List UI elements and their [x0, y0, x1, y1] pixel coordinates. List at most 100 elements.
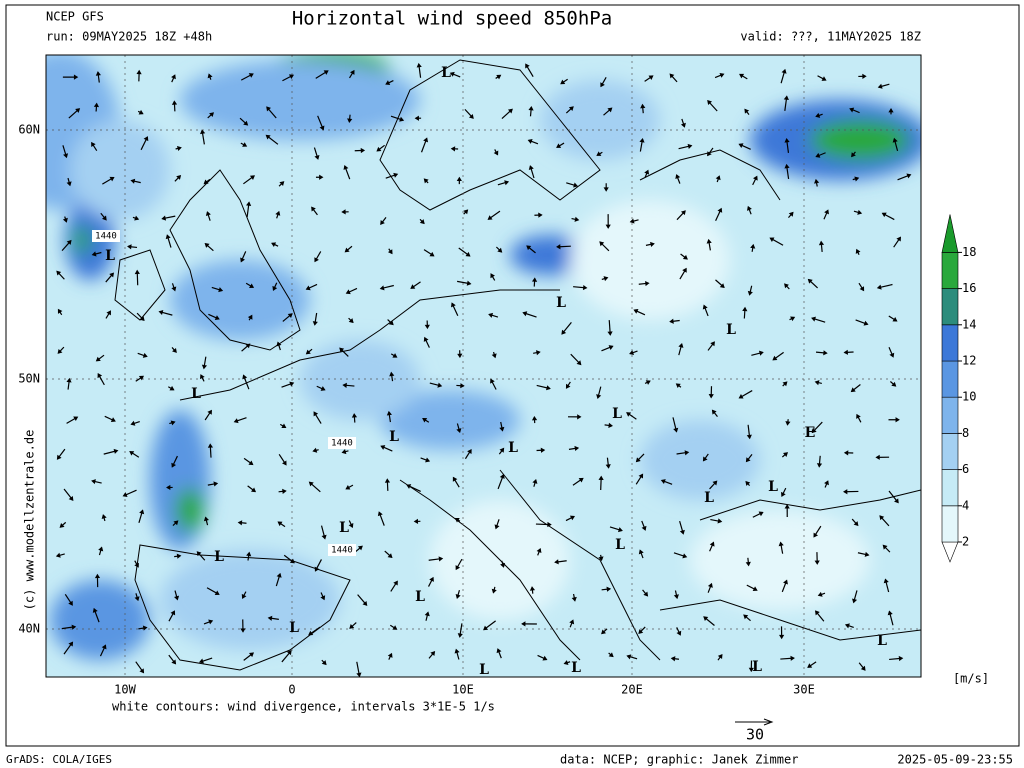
wind-arrow-head — [717, 518, 723, 524]
wind-arrow-head — [629, 218, 635, 224]
wind-arrow-head — [849, 107, 855, 113]
wind-arrow-head — [708, 394, 714, 399]
contour-label-box — [328, 544, 356, 556]
wind-arrow-head — [142, 352, 148, 358]
wind-arrow-head — [816, 463, 823, 468]
wind-arrow-head — [574, 445, 580, 452]
wind-arrow-head — [811, 316, 816, 322]
wind-arrow-head — [200, 129, 206, 135]
wind-arrow-head — [169, 385, 175, 391]
wind-arrow-head — [425, 457, 431, 463]
wind-arrow-head — [781, 68, 787, 74]
wind-arrow-head — [92, 607, 98, 613]
wind-arrow-head — [823, 350, 828, 356]
frame — [5, 4, 1020, 747]
wind-arrow-head — [311, 206, 316, 212]
wind-arrow-head — [171, 286, 177, 292]
wind-arrow-head — [707, 151, 712, 157]
wind-arrow-head — [821, 76, 827, 81]
wind-arrow-head — [645, 380, 651, 385]
wind-arrow-head — [709, 541, 715, 547]
wind-arrow-head — [456, 176, 462, 182]
wind-arrow-head — [601, 629, 607, 635]
credit: data: NCEP; graphic: Janek Zimmer — [560, 753, 798, 767]
wind-arrow-head — [271, 242, 277, 248]
wind-arrow-head — [702, 304, 708, 310]
pressure-label: L — [508, 440, 518, 456]
wind-arrow-head — [521, 621, 526, 627]
wind-arrow-head — [75, 108, 81, 113]
wind-arrow-head — [457, 353, 463, 359]
wind-arrow-head — [272, 285, 278, 291]
colorbar-swatch — [941, 288, 959, 326]
wind-arrow-head — [57, 348, 63, 354]
timestamp: 2025-05-09-23:55 — [897, 753, 1013, 767]
pressure-labels: L L L L L L L L L L L L L L L L L L L E 1440 1440 1440 — [92, 65, 887, 677]
wind-arrow-head — [281, 423, 287, 429]
wind-arrow-head — [356, 672, 362, 677]
wind-arrow-head — [267, 615, 273, 621]
wind-arrow-head — [171, 659, 177, 665]
scale-arrow-head — [763, 718, 774, 726]
wind-arrow-head — [752, 586, 758, 592]
wind-arrow-head — [818, 240, 825, 246]
lon-label: 10W — [114, 683, 136, 697]
wind-arrow-head — [172, 347, 177, 353]
wind-arrow-head — [94, 573, 101, 579]
wind-arrow-head — [305, 285, 311, 291]
wind-arrow-head — [854, 176, 860, 182]
wind-arrow-head — [862, 73, 867, 79]
colorbar-swatch — [941, 252, 959, 289]
software: GrADS: COLA/IGES — [6, 753, 112, 766]
pressure-label: L — [289, 620, 299, 636]
wind-arrow-head — [742, 306, 748, 312]
wind-arrow-head — [638, 549, 644, 555]
wind-arrow-head — [320, 386, 326, 391]
pressure-label: L — [571, 660, 581, 676]
wind-arrow-head — [286, 650, 292, 656]
wind-arrow-head — [526, 245, 532, 251]
wind-arrow-head — [243, 120, 249, 126]
wind-arrow-head — [864, 551, 870, 557]
wind-arrow-head — [758, 511, 764, 517]
wind-arrow-head — [488, 312, 494, 318]
colorbar-swatch — [941, 469, 959, 507]
wind-arrow-head — [174, 595, 180, 601]
pressure-label: L — [441, 65, 451, 81]
wind-arrow-head — [289, 558, 295, 564]
wind-arrow-head — [321, 660, 327, 666]
wind-arrow-head — [91, 479, 96, 485]
wind-arrow-head — [93, 102, 100, 108]
wind-arrow-head — [214, 590, 220, 596]
wind-field — [46, 55, 921, 660]
wind-arrow-head — [130, 178, 136, 184]
wind-arrow-head — [887, 610, 893, 616]
wind-arrow-head — [607, 107, 613, 113]
wind-arrow-head — [392, 625, 398, 630]
wind-arrow-head — [55, 552, 61, 558]
wind-arrow-head — [247, 314, 253, 320]
wind-arrow-head — [875, 454, 880, 460]
wind-arrow-head — [745, 457, 751, 463]
wind-arrow-head — [323, 70, 329, 75]
wind-arrow-head — [380, 445, 386, 450]
wind-arrow-head — [758, 350, 764, 356]
wind-arrow-head — [246, 551, 252, 557]
wind-arrow-head — [863, 320, 869, 326]
wind-arrow-head — [660, 479, 666, 485]
wind-arrow-head — [176, 145, 182, 152]
wind-arrows — [55, 62, 912, 677]
wind-arrow-head — [349, 624, 355, 629]
wind-arrow-head — [703, 616, 709, 622]
wind-arrow-head — [66, 239, 72, 245]
wind-arrow-head — [214, 315, 220, 321]
wind-arrow-head — [387, 652, 393, 658]
wind-arrow-head — [423, 178, 429, 184]
wind-arrow-head — [129, 451, 135, 456]
wind-arrow-head — [493, 150, 499, 156]
wind-arrow-head — [850, 387, 856, 393]
wind-arrow-head — [738, 394, 744, 399]
wind-arrow-head — [680, 210, 686, 216]
wind-arrow-head — [282, 488, 287, 494]
wind-arrow-head — [196, 551, 202, 557]
